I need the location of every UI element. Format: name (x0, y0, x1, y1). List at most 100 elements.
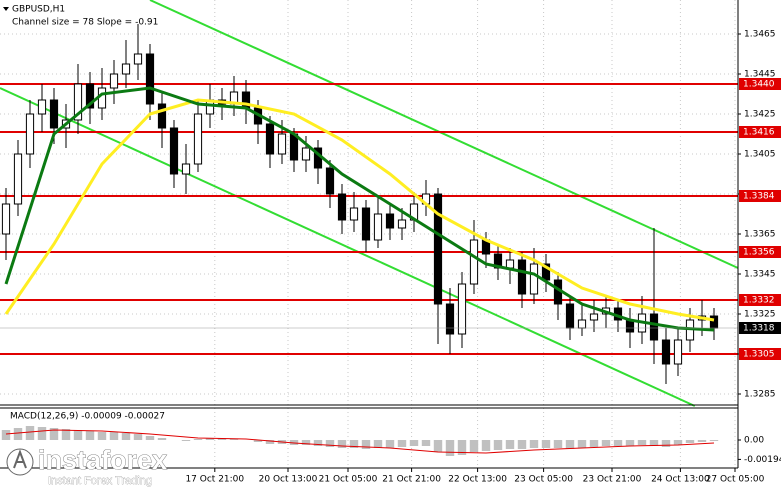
candle-body (433, 193, 443, 305)
watermark-tagline: Instant Forex Trading (48, 475, 152, 487)
candle-body (193, 113, 203, 165)
macd-title: MACD(12,26,9) -0.00009 -0.00027 (10, 412, 165, 422)
signal-line (5, 429, 715, 454)
macd-bar (85, 431, 95, 440)
x-tick-label: 23 Oct 21:00 (583, 475, 642, 485)
candle-body (145, 53, 155, 105)
macd-bar (181, 440, 191, 441)
macd-bar (337, 440, 347, 448)
macd-bar (649, 440, 659, 446)
macd-bar (493, 440, 503, 450)
candle-body (589, 313, 599, 321)
y-tick-label: 1.3345 (744, 270, 776, 280)
macd-bar (637, 440, 647, 445)
candle-body (649, 313, 659, 341)
last-price-box (739, 322, 781, 334)
candle-body (277, 133, 287, 155)
macd-bar (109, 432, 119, 440)
macd-bar (673, 440, 683, 445)
x-tick-label: 24 Oct 13:00 (651, 475, 710, 485)
macd-bar (325, 440, 335, 447)
moving-average (4, 86, 715, 332)
y-tick-label: -0.00194 (744, 455, 781, 465)
y-tick-label: 1.3325 (744, 310, 776, 320)
candle-body (325, 167, 335, 195)
y-tick-label: 1.3425 (744, 110, 776, 120)
moving-average (4, 98, 715, 322)
candle-body (133, 53, 143, 65)
macd-bar (373, 440, 383, 448)
candle-body (169, 127, 179, 175)
macd-bar (193, 439, 203, 440)
candle-body (445, 303, 455, 335)
candle-body (565, 303, 575, 329)
y-tick-label: 1.3285 (744, 390, 776, 400)
macd-bar (661, 440, 671, 447)
x-tick-label: 17 Oct 21:00 (185, 475, 244, 485)
x-tick-label: 21 Oct 05:00 (319, 475, 378, 485)
macd-bar (481, 440, 491, 451)
x-tick-label: 22 Oct 13:00 (448, 475, 507, 485)
level-label-box (739, 246, 781, 258)
chart-title: GBPUSD,H1 (12, 5, 65, 15)
x-tick-label: 20 Oct 13:00 (259, 475, 318, 485)
y-tick-label: 1.3405 (744, 150, 776, 160)
macd-bar (361, 440, 371, 449)
macd-bar (445, 440, 455, 456)
macd-bar (397, 440, 407, 447)
macd-bar (49, 428, 59, 440)
macd-bar (133, 434, 143, 440)
macd-bar (409, 440, 419, 446)
channel-line (149, 0, 739, 269)
macd-bar (97, 432, 107, 440)
candle-body (577, 319, 587, 329)
last-price-label: 1.3318 (743, 324, 775, 334)
level-label-box (739, 348, 781, 360)
candle-body (13, 153, 23, 205)
macd-bar (697, 440, 707, 442)
macd-bar (61, 429, 71, 440)
candle-body (529, 263, 539, 295)
plot (0, 0, 739, 456)
logo-mark (13, 449, 27, 469)
macd-bar (385, 440, 395, 448)
level-label: 1.3305 (743, 350, 775, 360)
macd-bar (457, 440, 467, 455)
macd-bar (229, 439, 239, 440)
candle-body (661, 339, 671, 365)
symbol-icon (3, 7, 9, 11)
macd-bar (433, 440, 443, 452)
level-label-box (739, 190, 781, 202)
macd-bar (265, 440, 275, 444)
macd-bar (529, 440, 539, 448)
candle-body (517, 259, 527, 295)
macd-bar (469, 440, 479, 452)
macd-bar (541, 440, 551, 448)
macd-bar (205, 438, 215, 440)
level-label: 1.3416 (743, 128, 775, 138)
candle-body (385, 213, 395, 229)
macd-bar (613, 440, 623, 446)
candle-body (505, 259, 515, 269)
macd-bar (601, 440, 611, 446)
candle-body (181, 163, 191, 175)
candle-body (709, 315, 719, 329)
macd-bar (709, 440, 719, 441)
macd-bar (313, 440, 323, 446)
y-tick-label: 0.00 (744, 436, 764, 446)
macd-bar (73, 430, 83, 440)
macd-bar (25, 426, 35, 440)
candle-body (73, 83, 83, 121)
level-label: 1.3356 (743, 248, 775, 258)
candle-body (397, 219, 407, 229)
candle-body (1, 203, 11, 235)
candle-body (109, 73, 119, 89)
macd-bar (577, 440, 587, 448)
candle-body (373, 213, 383, 241)
x-tick-label: 23 Oct 05:00 (514, 475, 573, 485)
macd-bar (565, 440, 575, 449)
macd-bar (589, 440, 599, 447)
x-tick-label: 21 Oct 21:00 (382, 475, 441, 485)
macd-bar (121, 433, 131, 440)
